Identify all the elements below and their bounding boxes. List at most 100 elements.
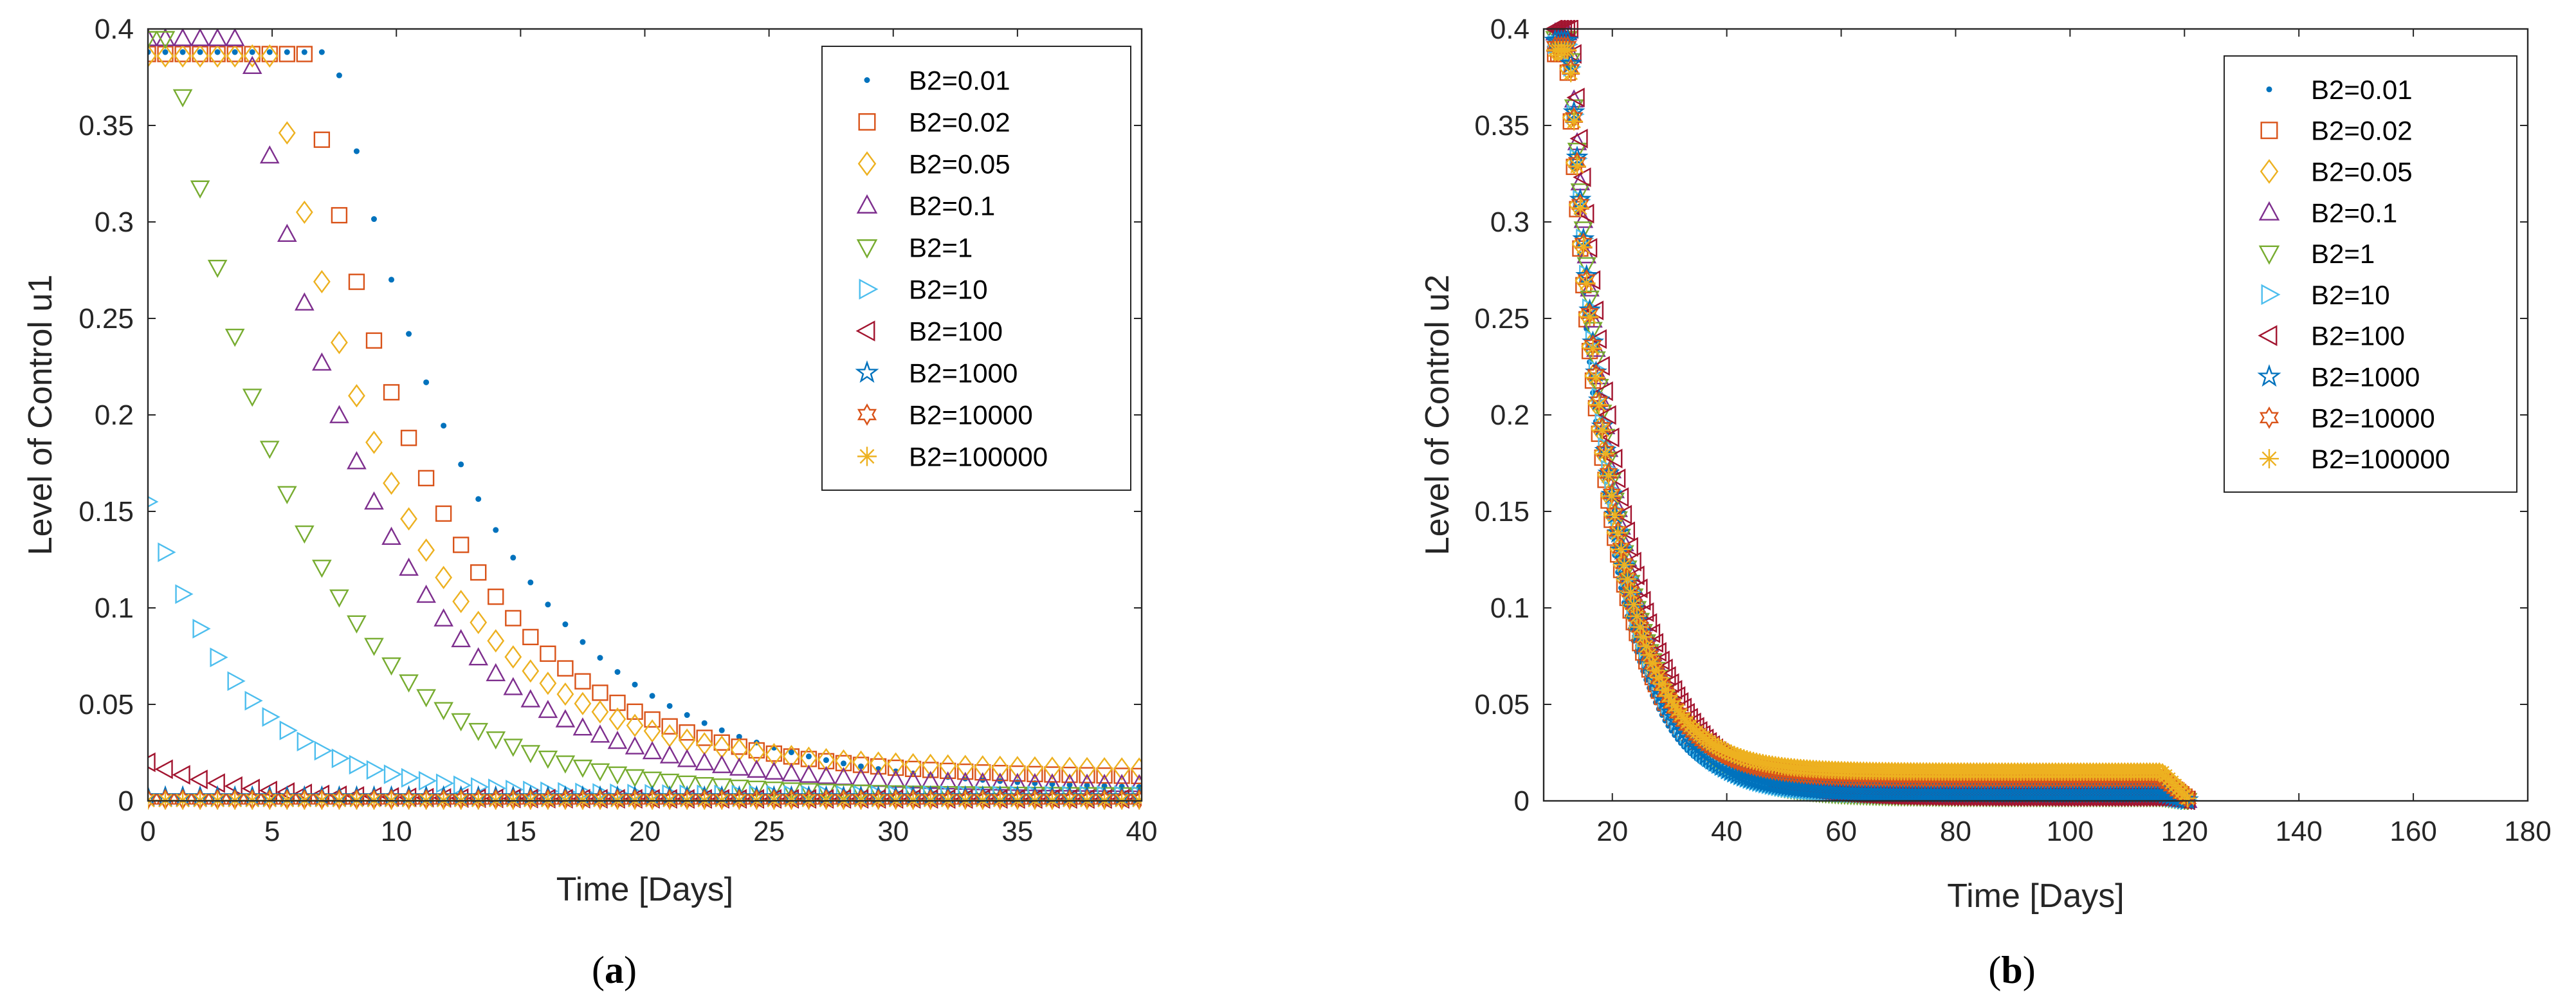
data-point <box>418 771 437 791</box>
data-point <box>399 674 419 693</box>
data-point <box>331 331 348 354</box>
data-point <box>555 709 576 728</box>
data-point <box>835 749 852 773</box>
data-point <box>1574 238 1593 257</box>
data-point <box>696 729 713 746</box>
data-point <box>805 753 812 760</box>
data-point <box>1623 551 1641 572</box>
data-point <box>295 200 313 225</box>
data-point <box>858 763 864 769</box>
data-point <box>284 49 290 55</box>
data-point <box>148 31 158 50</box>
data-point <box>416 689 436 708</box>
data-point <box>574 692 592 715</box>
data-point <box>383 764 403 784</box>
data-point <box>523 780 542 801</box>
data-point <box>520 745 541 764</box>
data-point <box>1618 570 1637 589</box>
data-point <box>666 702 673 709</box>
data-point <box>1113 757 1131 781</box>
data-point <box>555 755 576 774</box>
data-point <box>452 536 470 553</box>
data-point <box>904 753 922 776</box>
data-point <box>399 557 419 576</box>
data-point <box>1096 767 1113 784</box>
legend-label: B2=100000 <box>909 442 1048 472</box>
data-point <box>451 628 471 648</box>
data-point <box>1596 444 1615 463</box>
data-point <box>607 766 628 785</box>
data-point <box>1613 504 1632 525</box>
y-axis-label: Level of Control u2 <box>1419 275 1456 556</box>
data-point <box>974 755 992 779</box>
data-point <box>580 639 586 645</box>
data-point <box>1576 245 1597 264</box>
data-point <box>370 216 377 223</box>
data-point <box>487 629 505 653</box>
data-point <box>589 789 608 809</box>
data-point <box>2179 789 2197 807</box>
data-point <box>974 764 991 781</box>
data-point <box>1592 392 1612 410</box>
data-point <box>423 379 430 385</box>
data-point <box>591 700 609 724</box>
data-point <box>314 740 333 761</box>
data-point <box>989 789 1008 809</box>
data-point <box>210 647 228 668</box>
legend-marker <box>2260 159 2279 184</box>
data-point <box>364 637 384 656</box>
data-point <box>1571 199 1589 217</box>
data-point <box>260 44 279 68</box>
data-point <box>381 657 401 676</box>
data-point <box>297 731 315 752</box>
y-tick-label: 0.4 <box>95 14 134 45</box>
data-point <box>224 329 245 347</box>
data-point <box>1584 339 1602 358</box>
legend-marker <box>856 239 878 259</box>
data-point <box>381 526 401 545</box>
data-point <box>746 759 767 778</box>
data-point <box>329 405 349 423</box>
data-point <box>313 131 331 148</box>
data-point <box>557 660 574 677</box>
data-point <box>244 690 263 711</box>
x-tick-label: 25 <box>753 816 785 847</box>
x-tick-label: 180 <box>2504 816 2551 847</box>
data-point <box>226 44 244 68</box>
data-point <box>1569 129 1588 149</box>
data-point <box>1009 756 1027 780</box>
legend: B2=0.01 B2=0.02 B2=0.05 B2=0.1 B2=1 B2=10 B2=1… <box>821 46 1131 491</box>
data-point <box>1607 468 1626 489</box>
data-point <box>331 206 348 224</box>
data-point <box>242 389 262 407</box>
data-point <box>207 28 228 46</box>
data-point <box>249 49 255 55</box>
chart-panel-b: 20 40 60 80 100 120 140 160 180 0 0.05 0.1 0.15 0.2 0.… <box>1419 14 2552 991</box>
data-point <box>659 789 677 809</box>
y-tick-label: 0.05 <box>78 689 134 720</box>
data-point <box>276 782 295 802</box>
data-point <box>349 755 367 775</box>
data-point <box>486 663 506 682</box>
data-point <box>1061 756 1079 780</box>
y-tick-label: 0.1 <box>1490 592 1530 624</box>
data-point <box>1602 487 1621 506</box>
data-point <box>1580 307 1599 326</box>
data-point <box>434 702 453 720</box>
data-point <box>609 694 626 711</box>
data-point <box>224 28 245 46</box>
legend-marker <box>2266 86 2272 93</box>
legend-marker <box>2258 201 2280 221</box>
data-point <box>624 789 643 809</box>
data-point <box>156 44 174 68</box>
data-point <box>510 554 516 561</box>
legend-label: B2=1 <box>2311 239 2375 269</box>
data-point <box>1577 274 1596 293</box>
data-point <box>922 762 939 778</box>
data-point <box>279 720 298 740</box>
data-point <box>1612 540 1631 559</box>
data-point <box>347 451 367 470</box>
data-point <box>799 764 819 783</box>
data-point <box>266 49 273 55</box>
